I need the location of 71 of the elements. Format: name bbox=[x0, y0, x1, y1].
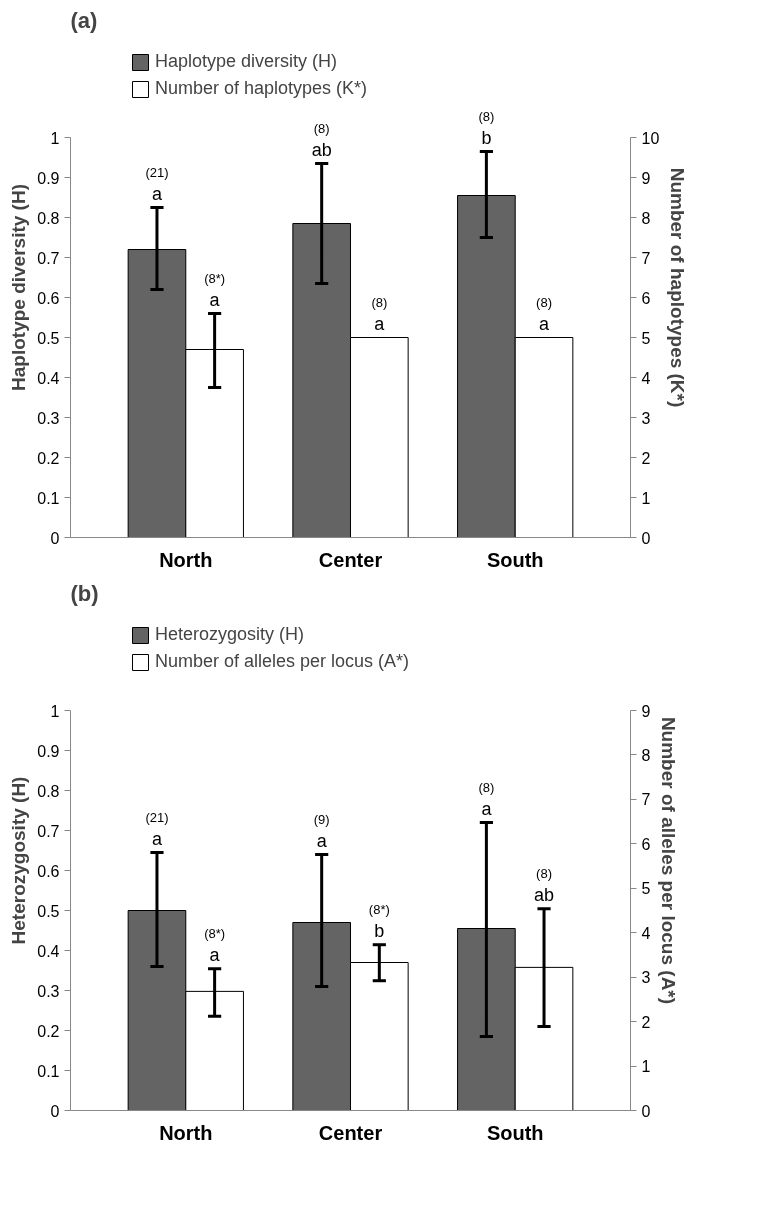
y-axis-title: Heterozygosity (H) bbox=[8, 776, 30, 945]
x-tick-label: Center bbox=[318, 548, 383, 571]
x-tick-label: North bbox=[159, 1121, 213, 1144]
y2-tick-label: 2 bbox=[641, 1013, 651, 1031]
y2-tick-label: 8 bbox=[641, 746, 651, 764]
x-tick-label: North bbox=[159, 548, 213, 571]
y-tick-label: 0.3 bbox=[37, 409, 60, 427]
y2-tick-label: 3 bbox=[641, 409, 651, 427]
y2-tick-label: 5 bbox=[641, 880, 651, 898]
y-axis-title: Haplotype diversity (H) bbox=[8, 184, 30, 391]
y-tick-label: 0.9 bbox=[37, 169, 60, 187]
annotation: (8*) b bbox=[368, 901, 390, 941]
y2-tick-label: 6 bbox=[641, 289, 651, 307]
chart-title: (b) bbox=[70, 580, 99, 606]
y-tick-label: 0.6 bbox=[37, 862, 60, 880]
y-tick-label: 0.9 bbox=[37, 742, 60, 760]
annotation: (9) a bbox=[313, 811, 330, 851]
y-tick-label: 0.6 bbox=[37, 289, 60, 307]
legend-label: Haplotype diversity (H) bbox=[155, 51, 338, 72]
annotation: (8*) a bbox=[204, 925, 226, 965]
annotation: (8) a bbox=[536, 294, 552, 334]
y2-tick-label: 4 bbox=[641, 924, 651, 942]
y-tick-label: 0.3 bbox=[37, 982, 60, 1000]
y2-tick-label: 3 bbox=[641, 969, 651, 987]
annotation: (8) ab bbox=[534, 865, 555, 905]
y-tick-label: 0.5 bbox=[37, 902, 60, 920]
y-tick-label: 0.1 bbox=[37, 489, 60, 507]
y2-axis-title: Number of alleles per locus (A*) bbox=[658, 716, 680, 1005]
y2-axis-title: Number of haplotypes (K*) bbox=[667, 167, 689, 408]
annotation: (8) b bbox=[478, 108, 495, 148]
y2-tick-label: 8 bbox=[641, 209, 651, 227]
annotation: (8) ab bbox=[311, 120, 332, 160]
x-tick-label: South bbox=[486, 1121, 544, 1144]
y2-tick-label: 1 bbox=[641, 1058, 651, 1076]
y2-tick-label: 6 bbox=[641, 835, 651, 853]
annotation: (8) a bbox=[478, 779, 495, 819]
y2-tick-label: 9 bbox=[641, 169, 651, 187]
annotation: (21) a bbox=[145, 164, 169, 204]
y2-tick-label: 5 bbox=[641, 329, 651, 347]
annotation: (21) a bbox=[145, 809, 169, 849]
y2-tick-label: 4 bbox=[641, 369, 651, 387]
y-tick-label: 0.2 bbox=[37, 449, 60, 467]
y-tick-label: 1 bbox=[50, 129, 60, 147]
x-tick-label: Center bbox=[318, 1121, 383, 1144]
y-tick-label: 0.4 bbox=[37, 942, 60, 960]
legend-label: Number of haplotypes (K*) bbox=[155, 78, 368, 99]
annotation: (8) a bbox=[371, 294, 388, 334]
y2-tick-label: 0 bbox=[641, 529, 651, 547]
y-tick-label: 0.5 bbox=[37, 329, 60, 347]
legend-label: Number of alleles per locus (A*) bbox=[155, 651, 410, 672]
chart-title: (a) bbox=[70, 7, 98, 33]
y-tick-label: 0.1 bbox=[37, 1062, 60, 1080]
y-tick-label: 0.7 bbox=[37, 249, 60, 267]
legend-label: Heterozygosity (H) bbox=[155, 624, 305, 645]
y-tick-label: 0 bbox=[50, 1102, 60, 1120]
y2-tick-label: 1 bbox=[641, 489, 651, 507]
y2-tick-label: 7 bbox=[641, 249, 651, 267]
annotation: (8*) a bbox=[204, 270, 226, 310]
y2-tick-label: 0 bbox=[641, 1102, 651, 1120]
y-tick-label: 0.2 bbox=[37, 1022, 60, 1040]
y2-tick-label: 9 bbox=[641, 702, 651, 720]
y2-tick-label: 7 bbox=[641, 791, 651, 809]
y-tick-label: 0.8 bbox=[37, 209, 60, 227]
y-tick-label: 0 bbox=[50, 529, 60, 547]
y2-tick-label: 10 bbox=[641, 129, 660, 147]
y-tick-label: 0.7 bbox=[37, 822, 60, 840]
y-tick-label: 0.8 bbox=[37, 782, 60, 800]
y2-tick-label: 2 bbox=[641, 449, 651, 467]
y-tick-label: 0.4 bbox=[37, 369, 60, 387]
y-tick-label: 1 bbox=[50, 702, 60, 720]
x-tick-label: South bbox=[486, 548, 544, 571]
